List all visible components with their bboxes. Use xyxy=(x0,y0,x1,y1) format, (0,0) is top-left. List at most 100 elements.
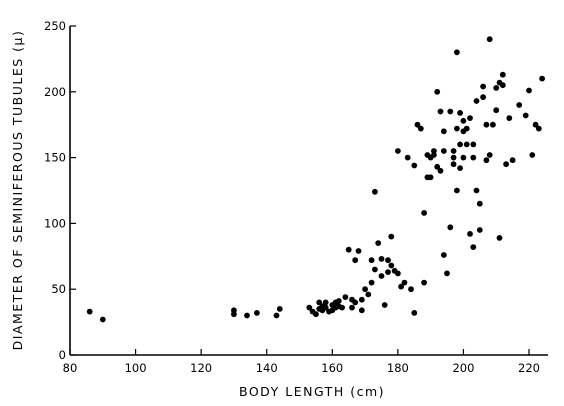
data-point xyxy=(401,279,408,286)
data-point xyxy=(417,125,424,132)
x-tick-label: 100 xyxy=(125,361,147,375)
data-point xyxy=(345,246,352,253)
data-point xyxy=(368,279,375,286)
data-point xyxy=(447,108,454,115)
data-point xyxy=(457,165,463,172)
data-point xyxy=(473,187,480,194)
data-point xyxy=(450,161,457,168)
data-point xyxy=(372,266,378,273)
data-point xyxy=(454,125,460,132)
data-point xyxy=(450,148,457,154)
data-point xyxy=(306,304,313,311)
data-point xyxy=(470,154,477,161)
data-points xyxy=(86,36,545,323)
y-axis-title: DIAMETER OF SEMINIFEROUS TUBULES (μ) xyxy=(10,30,25,351)
y-tick-label: 0 xyxy=(59,348,66,362)
data-point xyxy=(385,269,391,275)
data-point xyxy=(427,174,434,181)
x-tick-label: 160 xyxy=(321,361,343,375)
data-point xyxy=(322,299,329,306)
y-tick-label: 100 xyxy=(44,216,66,230)
data-point xyxy=(457,141,463,148)
data-point xyxy=(460,154,467,161)
data-point xyxy=(434,88,441,95)
data-point xyxy=(372,188,378,195)
y-tick-label: 150 xyxy=(44,151,66,165)
data-point xyxy=(440,252,447,258)
data-point xyxy=(496,235,503,241)
data-point xyxy=(381,302,388,308)
data-point xyxy=(276,306,283,312)
data-point xyxy=(411,162,418,169)
data-point xyxy=(385,257,391,264)
data-point xyxy=(342,294,349,300)
data-point xyxy=(358,296,365,303)
data-point xyxy=(398,283,404,290)
x-ticks: 80 100 120 140 160 180 200 220 xyxy=(63,349,540,375)
data-point xyxy=(506,115,513,121)
data-point xyxy=(467,231,473,237)
data-point xyxy=(467,115,473,121)
data-point xyxy=(86,308,93,315)
data-point xyxy=(463,141,470,148)
data-point xyxy=(434,163,441,170)
data-point xyxy=(339,304,345,311)
data-point xyxy=(460,117,467,124)
data-point xyxy=(454,187,460,194)
data-point xyxy=(440,128,447,135)
data-point xyxy=(483,121,490,128)
data-point xyxy=(431,152,437,158)
data-point xyxy=(395,270,401,277)
data-point xyxy=(447,224,454,231)
y-tick-label: 200 xyxy=(44,85,66,99)
y-tick-label: 50 xyxy=(51,282,66,296)
data-point xyxy=(431,148,437,154)
x-tick-label: 140 xyxy=(256,361,278,375)
data-point xyxy=(480,94,486,100)
data-point xyxy=(352,257,359,264)
data-point xyxy=(457,110,463,116)
data-point xyxy=(539,75,545,82)
data-point xyxy=(437,108,444,115)
data-point xyxy=(454,49,460,56)
data-point xyxy=(529,152,536,158)
data-point xyxy=(483,157,490,164)
x-tick-label: 220 xyxy=(518,361,540,375)
data-point xyxy=(450,154,457,161)
data-point xyxy=(322,304,329,311)
data-point xyxy=(404,154,411,161)
data-point xyxy=(335,298,342,304)
data-point xyxy=(254,310,260,316)
x-axis-title: BODY LENGTH (cm) xyxy=(239,384,385,399)
data-point xyxy=(365,291,372,298)
data-point xyxy=(355,248,362,254)
data-point xyxy=(470,244,477,251)
x-tick-label: 120 xyxy=(190,361,212,375)
data-point xyxy=(368,257,375,264)
data-point xyxy=(476,200,483,207)
data-point xyxy=(362,286,368,293)
data-point xyxy=(473,98,480,104)
data-point xyxy=(378,273,385,279)
data-point xyxy=(499,82,506,89)
data-point xyxy=(476,227,483,233)
data-point xyxy=(493,85,500,91)
data-point xyxy=(408,286,414,293)
data-point xyxy=(526,87,532,94)
data-point xyxy=(375,240,382,247)
data-point xyxy=(493,107,500,114)
data-point xyxy=(99,316,106,323)
data-point xyxy=(395,148,401,154)
data-point xyxy=(499,71,506,78)
data-point xyxy=(349,304,355,311)
data-point xyxy=(244,312,250,319)
data-point xyxy=(486,152,493,158)
data-point xyxy=(378,256,385,262)
data-point xyxy=(486,36,493,43)
data-point xyxy=(509,157,516,164)
data-point xyxy=(490,121,496,128)
data-point xyxy=(388,233,395,240)
data-point xyxy=(352,299,359,306)
data-point xyxy=(532,121,539,128)
